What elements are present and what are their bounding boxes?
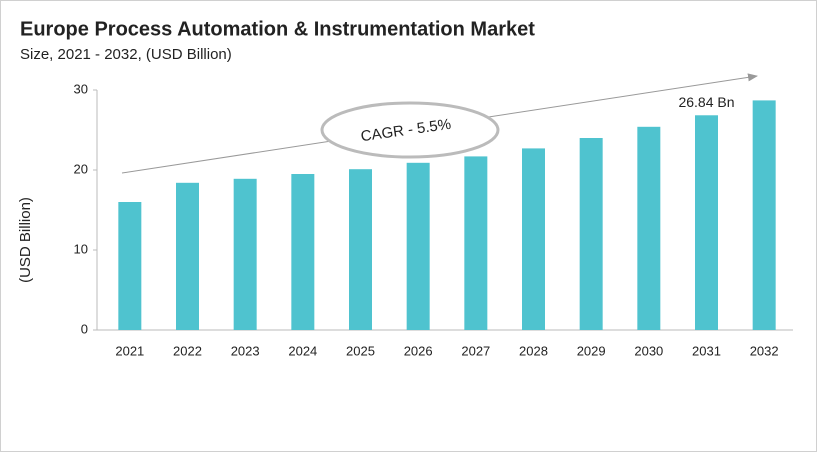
bar <box>579 138 603 330</box>
x-tick-label: 2021 <box>115 343 144 358</box>
bar <box>637 126 661 330</box>
bar <box>233 178 257 330</box>
y-tick-label: 0 <box>81 321 88 336</box>
x-tick-label: 2024 <box>288 343 317 358</box>
x-tick-label: 2032 <box>750 343 779 358</box>
x-tick-label: 2030 <box>634 343 663 358</box>
y-tick-label: 20 <box>74 161 88 176</box>
value-label: 26.84 Bn <box>678 94 734 110</box>
x-tick-label: 2022 <box>173 343 202 358</box>
y-tick-label: 10 <box>74 241 88 256</box>
cagr-ellipse <box>320 101 500 159</box>
bar <box>464 156 488 330</box>
bar <box>176 182 199 330</box>
bar <box>118 202 142 330</box>
x-tick-label: 2026 <box>404 343 433 358</box>
y-axis-label: (USD Billion) <box>17 197 34 283</box>
bar <box>522 148 545 330</box>
bar <box>695 115 718 330</box>
x-tick-label: 2028 <box>519 343 548 358</box>
bar <box>291 174 315 330</box>
x-tick-label: 2029 <box>577 343 606 358</box>
y-tick-label: 30 <box>74 81 88 96</box>
chart-subtitle: Size, 2021 - 2032, (USD Billion) <box>20 46 232 63</box>
x-tick-label: 2025 <box>346 343 375 358</box>
x-tick-label: 2027 <box>461 343 490 358</box>
x-tick-label: 2023 <box>231 343 260 358</box>
bar <box>752 100 776 331</box>
bar <box>349 169 372 330</box>
chart-title: Europe Process Automation & Instrumentat… <box>20 18 535 40</box>
x-tick-label: 2031 <box>692 343 721 358</box>
bar <box>406 162 430 330</box>
